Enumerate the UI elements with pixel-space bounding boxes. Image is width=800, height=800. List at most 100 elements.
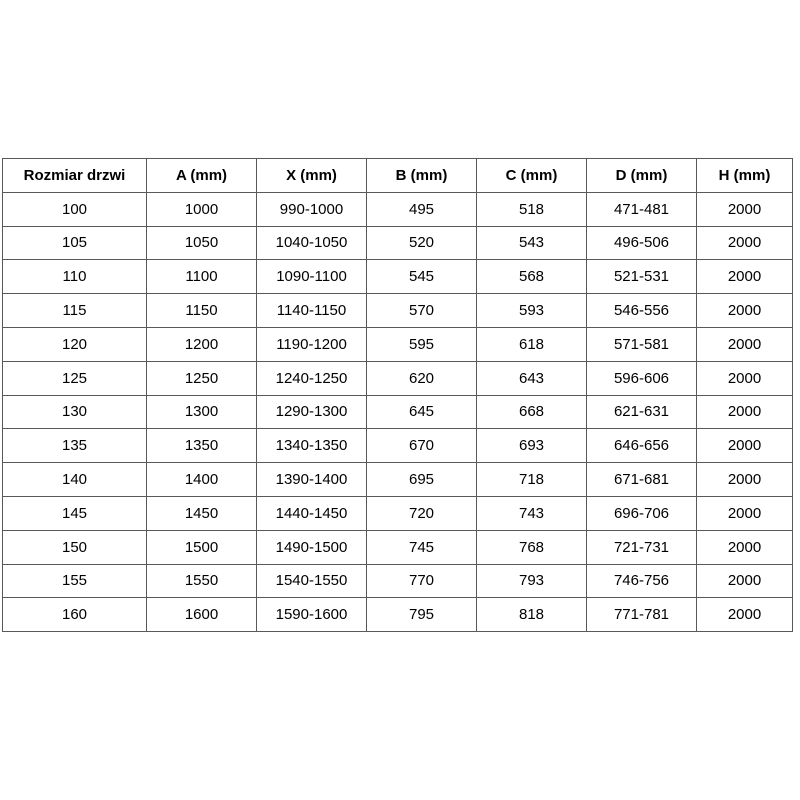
table-row: 145 1450 1440-1450 720 743 696-706 2000 — [2, 495, 793, 531]
header-rozmiar-drzwi: Rozmiar drzwi — [2, 158, 147, 193]
table-cell: 1490-1500 — [256, 529, 367, 565]
door-size-table: Rozmiar drzwi A (mm) X (mm) B (mm) C (mm… — [2, 158, 793, 633]
table-cell: 1590-1600 — [256, 597, 367, 633]
table-row: 160 1600 1590-1600 795 818 771-781 2000 — [2, 597, 793, 633]
table-cell: 1050 — [146, 225, 257, 261]
table-cell: 150 — [2, 529, 147, 565]
table-cell: 645 — [366, 394, 477, 430]
table-row: 155 1550 1540-1550 770 793 746-756 2000 — [2, 563, 793, 599]
table-cell: 643 — [476, 360, 587, 396]
table-cell: 570 — [366, 293, 477, 328]
table-cell: 593 — [476, 293, 587, 328]
table-cell: 140 — [2, 462, 147, 497]
table-cell: 721-731 — [586, 529, 697, 565]
table-cell: 818 — [476, 597, 587, 633]
table-cell: 1600 — [146, 597, 257, 633]
table-cell: 1500 — [146, 529, 257, 565]
table-cell: 571-581 — [586, 326, 697, 362]
table-cell: 745 — [366, 529, 477, 565]
table-cell: 670 — [366, 428, 477, 464]
table-cell: 1350 — [146, 428, 257, 464]
table-cell: 1390-1400 — [256, 462, 367, 497]
table-cell: 793 — [476, 563, 587, 599]
table-cell: 2000 — [696, 360, 793, 396]
table-header-row: Rozmiar drzwi A (mm) X (mm) B (mm) C (mm… — [2, 158, 793, 193]
header-b-mm: B (mm) — [366, 158, 477, 193]
table-cell: 130 — [2, 394, 147, 430]
table-cell: 110 — [2, 259, 147, 295]
table-cell: 2000 — [696, 563, 793, 599]
table-cell: 115 — [2, 293, 147, 328]
table-cell: 1440-1450 — [256, 495, 367, 531]
table-cell: 521-531 — [586, 259, 697, 295]
table-cell: 620 — [366, 360, 477, 396]
table-cell: 693 — [476, 428, 587, 464]
table-cell: 145 — [2, 495, 147, 531]
table-cell: 2000 — [696, 259, 793, 295]
table-cell: 1550 — [146, 563, 257, 599]
table-body: 100 1000 990-1000 495 518 471-481 2000 105 1050 1… — [2, 191, 793, 633]
table-cell: 2000 — [696, 495, 793, 531]
table-cell: 1150 — [146, 293, 257, 328]
table-cell: 596-606 — [586, 360, 697, 396]
table-row: 125 1250 1240-1250 620 643 596-606 2000 — [2, 360, 793, 396]
table-row: 140 1400 1390-1400 695 718 671-681 2000 — [2, 462, 793, 497]
table-cell: 2000 — [696, 191, 793, 227]
table-cell: 696-706 — [586, 495, 697, 531]
header-x-mm: X (mm) — [256, 158, 367, 193]
table-cell: 2000 — [696, 428, 793, 464]
table-cell: 771-781 — [586, 597, 697, 633]
table-cell: 160 — [2, 597, 147, 633]
table-cell: 720 — [366, 495, 477, 531]
table-cell: 1540-1550 — [256, 563, 367, 599]
table-cell: 1290-1300 — [256, 394, 367, 430]
table-cell: 668 — [476, 394, 587, 430]
table-cell: 770 — [366, 563, 477, 599]
table-cell: 618 — [476, 326, 587, 362]
table-cell: 1450 — [146, 495, 257, 531]
table-cell: 746-756 — [586, 563, 697, 599]
table-cell: 2000 — [696, 326, 793, 362]
table-cell: 671-681 — [586, 462, 697, 497]
table-cell: 1040-1050 — [256, 225, 367, 261]
table-cell: 1300 — [146, 394, 257, 430]
table-cell: 2000 — [696, 293, 793, 328]
table-cell: 2000 — [696, 394, 793, 430]
table-cell: 1250 — [146, 360, 257, 396]
table-row: 105 1050 1040-1050 520 543 496-506 2000 — [2, 225, 793, 261]
table-cell: 546-556 — [586, 293, 697, 328]
table-cell: 1140-1150 — [256, 293, 367, 328]
table-cell: 520 — [366, 225, 477, 261]
header-c-mm: C (mm) — [476, 158, 587, 193]
table-cell: 1100 — [146, 259, 257, 295]
door-size-table-container: Rozmiar drzwi A (mm) X (mm) B (mm) C (mm… — [2, 158, 793, 633]
table-cell: 2000 — [696, 529, 793, 565]
table-row: 135 1350 1340-1350 670 693 646-656 2000 — [2, 428, 793, 464]
table-cell: 155 — [2, 563, 147, 599]
table-cell: 545 — [366, 259, 477, 295]
table-cell: 2000 — [696, 225, 793, 261]
table-cell: 1400 — [146, 462, 257, 497]
table-cell: 990-1000 — [256, 191, 367, 227]
table-row: 120 1200 1190-1200 595 618 571-581 2000 — [2, 326, 793, 362]
table-row: 150 1500 1490-1500 745 768 721-731 2000 — [2, 529, 793, 565]
header-a-mm: A (mm) — [146, 158, 257, 193]
table-cell: 695 — [366, 462, 477, 497]
table-cell: 568 — [476, 259, 587, 295]
table-cell: 1240-1250 — [256, 360, 367, 396]
table-cell: 471-481 — [586, 191, 697, 227]
table-cell: 743 — [476, 495, 587, 531]
table-cell: 135 — [2, 428, 147, 464]
table-cell: 1190-1200 — [256, 326, 367, 362]
table-row: 115 1150 1140-1150 570 593 546-556 2000 — [2, 293, 793, 328]
table-cell: 718 — [476, 462, 587, 497]
table-cell: 595 — [366, 326, 477, 362]
table-cell: 2000 — [696, 462, 793, 497]
table-row: 130 1300 1290-1300 645 668 621-631 2000 — [2, 394, 793, 430]
table-cell: 496-506 — [586, 225, 697, 261]
table-cell: 125 — [2, 360, 147, 396]
table-cell: 795 — [366, 597, 477, 633]
table-cell: 495 — [366, 191, 477, 227]
table-cell: 621-631 — [586, 394, 697, 430]
table-row: 100 1000 990-1000 495 518 471-481 2000 — [2, 191, 793, 227]
